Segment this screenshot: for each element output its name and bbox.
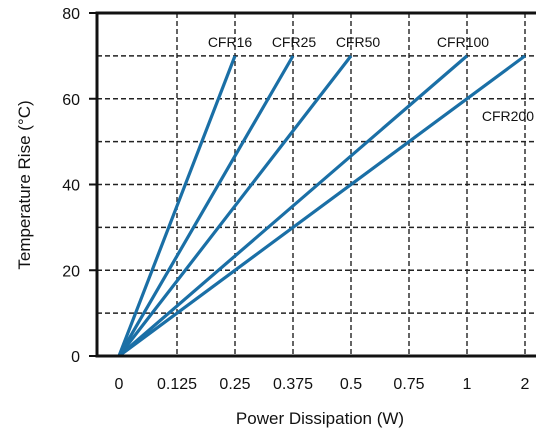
series-line-cfr16: [117, 55, 237, 357]
x-tick-label: 0.375: [273, 376, 313, 393]
y-tick-label: 60: [62, 92, 80, 109]
y-tick-label: 80: [62, 6, 80, 23]
series-labels: CFR16 CFR25 CFR50 CFR100 CFR200: [208, 34, 534, 124]
x-tick-label: 0.25: [219, 376, 250, 393]
y-tick-label: 40: [62, 178, 80, 195]
series-label-cfr100: CFR100: [437, 34, 489, 50]
x-tick-label: 0.5: [340, 376, 362, 393]
x-tick-label: 0: [115, 376, 124, 393]
x-axis: 0 0.125 0.25 0.375 0.5 0.75 1 2: [115, 376, 530, 393]
x-tick-label: 2: [521, 376, 530, 393]
x-tick-label: 1: [463, 376, 472, 393]
x-tick-label: 0.125: [157, 376, 197, 393]
y-axis-title: Temperature Rise (°C): [15, 100, 34, 269]
series-line-cfr25: [117, 55, 295, 357]
y-tick-label: 20: [62, 263, 80, 280]
series-label-cfr25: CFR25: [272, 34, 317, 50]
x-tick-label: 0.75: [393, 376, 424, 393]
series-label-cfr16: CFR16: [208, 34, 253, 50]
y-axis: 0 20 40 60 80: [62, 6, 97, 366]
series-line-cfr100: [117, 54, 469, 358]
x-axis-title: Power Dissipation (W): [236, 409, 404, 428]
series-line-cfr200: [118, 54, 526, 358]
series-line-cfr50: [117, 54, 353, 357]
y-tick-label: 0: [71, 349, 80, 366]
series-label-cfr50: CFR50: [336, 34, 381, 50]
series-lines: [117, 54, 526, 358]
series-label-cfr200: CFR200: [482, 108, 534, 124]
